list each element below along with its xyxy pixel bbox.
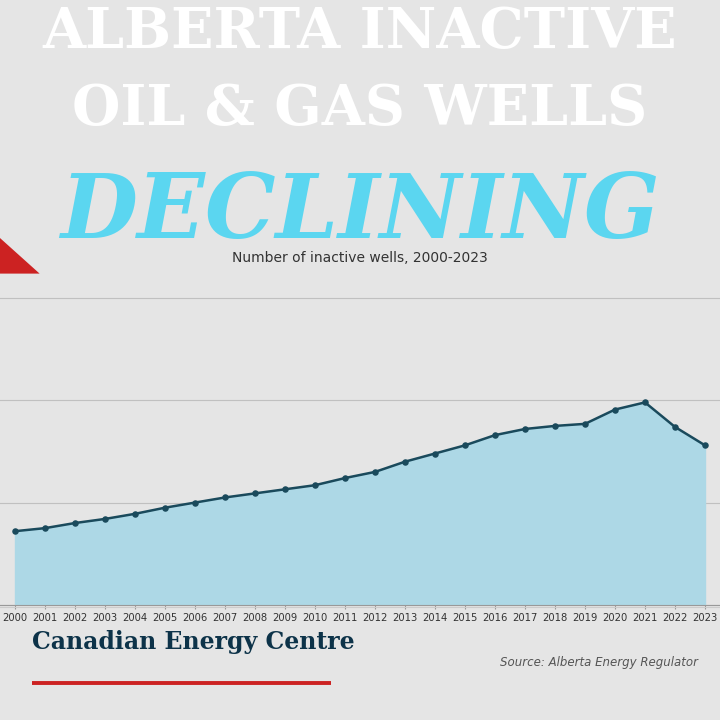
Point bbox=[490, 429, 501, 441]
Point bbox=[99, 513, 111, 525]
Point bbox=[279, 484, 291, 495]
Point bbox=[310, 480, 321, 491]
Point bbox=[219, 492, 230, 503]
Text: Source: Alberta Energy Regulator: Source: Alberta Energy Regulator bbox=[500, 656, 698, 669]
Point bbox=[249, 487, 261, 499]
Text: OIL & GAS WELLS: OIL & GAS WELLS bbox=[73, 82, 647, 137]
Text: DECLINING: DECLINING bbox=[60, 170, 660, 256]
Point bbox=[519, 423, 531, 435]
Point bbox=[699, 440, 711, 451]
Point bbox=[159, 502, 171, 513]
Point bbox=[459, 440, 471, 451]
Point bbox=[670, 421, 681, 433]
Point bbox=[369, 466, 381, 477]
Polygon shape bbox=[0, 238, 40, 274]
Point bbox=[609, 404, 621, 415]
Text: ALBERTA INACTIVE: ALBERTA INACTIVE bbox=[42, 5, 678, 60]
Point bbox=[639, 397, 651, 408]
Point bbox=[189, 497, 201, 508]
Point bbox=[399, 456, 410, 467]
Point bbox=[429, 448, 441, 459]
Point bbox=[130, 508, 141, 520]
Point bbox=[579, 418, 590, 430]
Point bbox=[9, 526, 21, 537]
Point bbox=[39, 523, 50, 534]
Point bbox=[339, 472, 351, 484]
Title: Number of inactive wells, 2000-2023: Number of inactive wells, 2000-2023 bbox=[232, 251, 488, 266]
Text: Canadian Energy Centre: Canadian Energy Centre bbox=[32, 630, 355, 654]
Point bbox=[549, 420, 561, 432]
Point bbox=[69, 517, 81, 528]
